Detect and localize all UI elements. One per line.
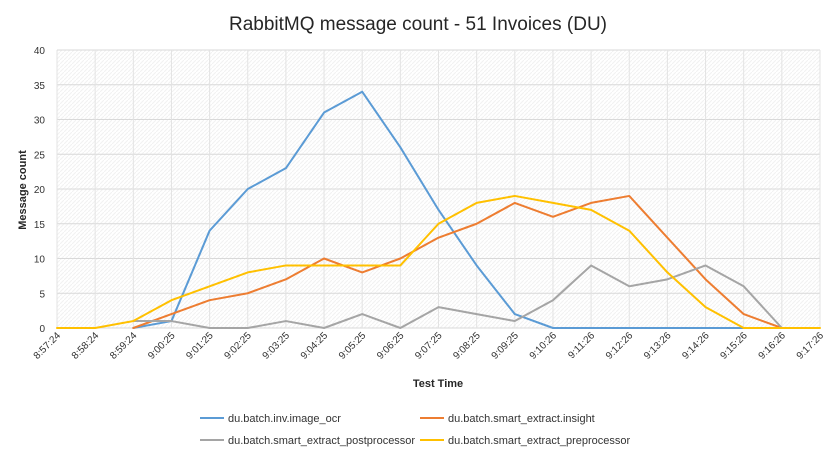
y-tick-label: 25: [34, 150, 46, 161]
series-line-2: [132, 194, 783, 329]
y-tick-label: 35: [34, 81, 46, 92]
y-axis-ticks: 0 5 10 15 20 25 30 35 40: [34, 46, 46, 335]
y-tick-label: 10: [34, 255, 46, 266]
y-tick-label: 5: [39, 289, 45, 300]
y-tick-label: 20: [34, 185, 46, 196]
y-tick-label: 15: [34, 220, 46, 231]
legend-label: du.batch.smart_extract_postprocessor: [228, 435, 415, 447]
y-tick-label: 0: [39, 324, 45, 335]
y-tick-label: 40: [34, 46, 46, 57]
y-axis-title: Message count: [17, 150, 29, 230]
x-axis-title: Test Time: [413, 378, 463, 390]
legend-label: du.batch.smart_extract.insight: [448, 413, 595, 425]
series-line-4: [56, 194, 821, 329]
gridlines: [56, 49, 821, 329]
legend: du.batch.inv.image_ocr du.batch.smart_ext…: [200, 413, 631, 447]
y-tick-label: 30: [34, 116, 46, 127]
series-line-1: [132, 90, 745, 329]
chart-title: RabbitMQ message count - 51 Invoices (DU…: [229, 14, 607, 35]
series-lines: [56, 90, 821, 329]
legend-label: du.batch.smart_extract_preprocessor: [448, 435, 631, 447]
legend-label: du.batch.inv.image_ocr: [228, 413, 341, 425]
